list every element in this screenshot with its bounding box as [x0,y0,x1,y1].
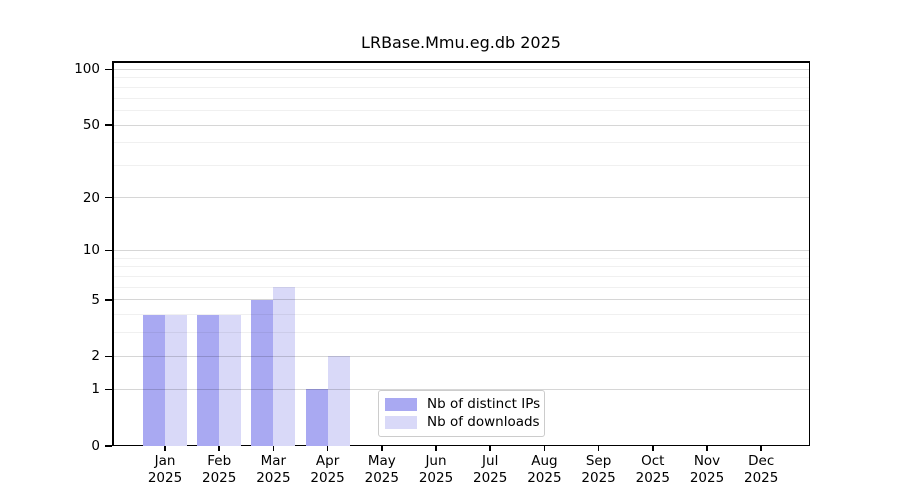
x-tick-mark [543,446,546,451]
plot-border-right [808,61,810,446]
legend-swatch-downloads [385,416,417,430]
y-tick-mark [105,388,112,391]
y-tick-label: 50 [82,117,100,134]
gridline-major [112,197,810,199]
x-tick-label: Jan 2025 [147,453,183,486]
x-tick-label: Jun 2025 [418,453,454,486]
bar-downloads [327,356,350,446]
y-tick-mark [105,196,112,199]
y-tick-label: 5 [91,291,100,308]
bar-distinct-ips [197,314,220,446]
gridline-major [112,388,810,390]
bar-downloads [273,287,296,446]
legend-swatch-distinct-ips [385,397,417,411]
plot-area: 0 1 2 5 10 20 50 100 Jan 2025 Feb 2025 Mar 2025 Apr… [74,61,810,486]
y-tick-mark [105,299,112,301]
chart-title: LRBase.Mmu.eg.db 2025 [361,33,561,52]
bar-distinct-ips [305,389,328,446]
gridline-minor [112,314,810,316]
plot-border-top [112,61,810,63]
bar-downloads [219,314,242,446]
x-tick-mark [597,446,600,451]
gridline-minor [112,266,810,268]
gridline-minor [112,97,810,99]
x-tick-label: Nov 2025 [689,453,725,486]
gridline-minor [112,165,810,167]
x-tick-label: Mar 2025 [256,453,291,486]
y-tick-mark [105,124,112,126]
x-tick-mark [272,446,275,451]
x-tick-mark [326,446,329,451]
y-tick-label: 20 [82,189,100,206]
y-tick-mark [105,68,112,71]
x-tick-mark [435,446,437,451]
gridline-minor [112,110,810,112]
legend-item-downloads: Nb of downloads [385,414,540,431]
y-tick-label: 2 [91,348,100,365]
y-tick-label: 1 [91,381,100,398]
x-tick-label: Jul 2025 [473,453,508,486]
x-tick-label: May 2025 [364,453,399,486]
gridline-minor [112,77,810,79]
y-tick-label: 100 [74,61,100,78]
x-tick-mark [706,446,708,451]
gridline-minor [112,257,810,259]
gridline-major [112,299,810,301]
gridline-major [112,124,810,126]
bar-distinct-ips [251,299,274,446]
x-tick-label: Oct 2025 [635,453,670,486]
plot-border-left [112,61,114,446]
bar-downloads [165,314,187,446]
x-tick-mark [381,446,383,451]
legend-item-distinct-ips: Nb of distinct IPs [385,395,541,412]
x-tick-mark [164,446,166,451]
y-tick-label: 0 [91,438,100,454]
gridline-major [112,249,810,251]
y-tick-mark [105,249,112,252]
legend-label-distinct-ips: Nb of distinct IPs [427,395,541,412]
x-tick-label: Aug 2025 [527,453,562,486]
x-tick-label: Dec 2025 [744,453,779,486]
legend: Nb of distinct IPs Nb of downloads [378,390,545,437]
gridline-minor [112,275,810,277]
x-axis-line [112,444,810,446]
x-tick-mark [489,446,491,451]
gridline-minor [112,142,810,144]
x-tick-label: Sep 2025 [581,453,616,486]
x-tick-label: Apr 2025 [310,453,345,486]
legend-label-downloads: Nb of downloads [427,414,540,431]
gridline-major [112,68,810,70]
gridline-major [112,355,810,357]
x-tick-mark [218,446,220,451]
x-tick-mark [652,446,654,451]
y-tick-label: 10 [82,242,100,259]
gridline-minor [112,332,810,334]
bar-distinct-ips [143,314,165,446]
x-tick-mark [760,446,762,451]
gridline-minor [112,286,810,288]
y-tick-mark [105,445,112,447]
x-tick-label: Feb 2025 [202,453,237,486]
y-tick-mark [105,355,112,358]
gridline-minor [112,86,810,88]
